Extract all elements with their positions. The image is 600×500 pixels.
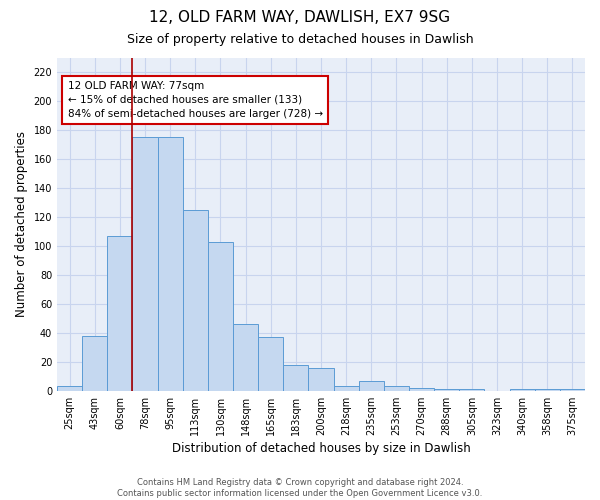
Bar [359,380,384,391]
Bar [183,210,208,391]
Text: Size of property relative to detached houses in Dawlish: Size of property relative to detached ho… [127,32,473,46]
Bar [334,386,359,391]
Bar [409,388,434,391]
Bar [560,390,585,391]
Bar [208,242,233,391]
Text: 12 OLD FARM WAY: 77sqm
← 15% of detached houses are smaller (133)
84% of semi-de: 12 OLD FARM WAY: 77sqm ← 15% of detached… [68,81,323,119]
Bar [509,390,535,391]
X-axis label: Distribution of detached houses by size in Dawlish: Distribution of detached houses by size … [172,442,470,455]
Text: Contains HM Land Registry data © Crown copyright and database right 2024.
Contai: Contains HM Land Registry data © Crown c… [118,478,482,498]
Bar [258,337,283,391]
Bar [57,386,82,391]
Bar [283,364,308,391]
Bar [233,324,258,391]
Bar [459,390,484,391]
Bar [434,390,459,391]
Y-axis label: Number of detached properties: Number of detached properties [15,131,28,317]
Bar [384,386,409,391]
Bar [158,137,183,391]
Bar [107,236,133,391]
Bar [535,390,560,391]
Bar [82,336,107,391]
Bar [308,368,334,391]
Text: 12, OLD FARM WAY, DAWLISH, EX7 9SG: 12, OLD FARM WAY, DAWLISH, EX7 9SG [149,10,451,25]
Bar [133,137,158,391]
